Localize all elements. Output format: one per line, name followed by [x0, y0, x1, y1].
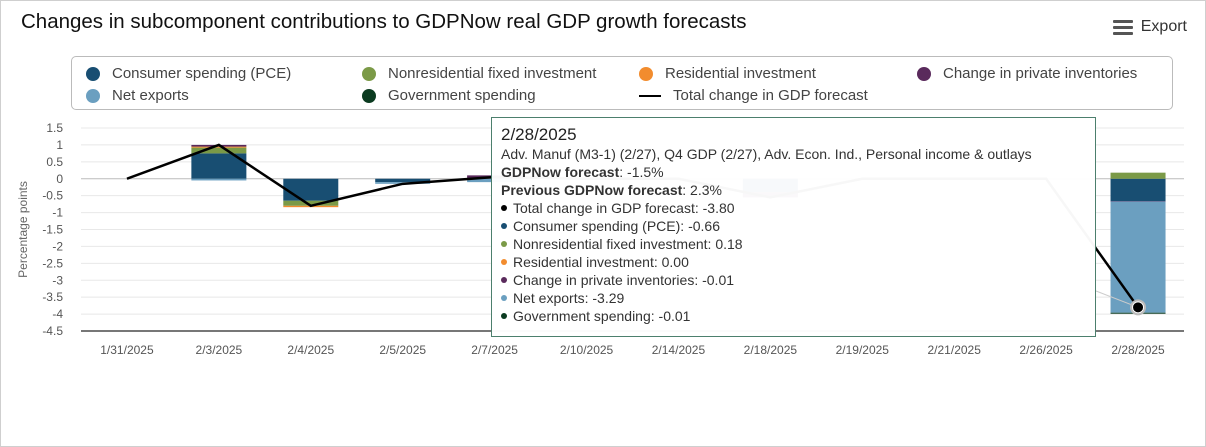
tooltip-item-gov: Government spending: -0.01 — [501, 307, 1086, 325]
bullet-icon — [501, 223, 507, 229]
x-tick-label: 2/7/2025 — [471, 343, 518, 357]
bar-pce — [283, 178, 339, 201]
circle-marker-icon — [362, 66, 376, 81]
x-tick-label: 2/28/2025 — [1111, 343, 1165, 357]
x-tick-label: 1/31/2025 — [100, 343, 154, 357]
legend-label: Net exports — [112, 87, 189, 104]
y-tick-label: -4 — [52, 307, 63, 321]
export-button[interactable]: Export — [1112, 18, 1187, 36]
tooltip-item-inv: Change in private inventories: -0.01 — [501, 271, 1086, 289]
tooltip-previous-forecast: Previous GDPNow forecast: 2.3% — [501, 182, 722, 198]
legend-label: Change in private inventories — [943, 65, 1138, 82]
tooltip-releases: Adv. Manuf (M3-1) (2/27), Q4 GDP (2/27),… — [501, 146, 1032, 162]
circle-marker-icon — [86, 88, 100, 103]
legend-item-gov[interactable]: Government spending — [362, 87, 536, 104]
bar-nonres — [283, 200, 339, 206]
circle-marker-icon — [639, 66, 653, 81]
y-axis-title: Percentage points — [16, 181, 30, 278]
tooltip-date: 2/28/2025 — [501, 125, 577, 144]
bullet-icon — [501, 295, 507, 301]
legend-label: Government spending — [388, 87, 536, 104]
bullet-icon — [501, 205, 507, 211]
bar-nx — [1110, 201, 1166, 313]
tooltip-item-text: Government spending: -0.01 — [513, 308, 691, 324]
y-tick-label: -1 — [52, 206, 63, 220]
bullet-icon — [501, 241, 507, 247]
tooltip-item-text: Nonresidential fixed investment: 0.18 — [513, 236, 743, 252]
legend-item-nx[interactable]: Net exports — [86, 87, 189, 104]
y-tick-label: -3 — [52, 273, 63, 287]
legend-item-total[interactable]: Total change in GDP forecast — [639, 87, 868, 104]
legend-item-res[interactable]: Residential investment — [639, 65, 816, 82]
legend-label: Residential investment — [665, 65, 816, 82]
export-label: Export — [1140, 18, 1187, 35]
tooltip: 2/28/2025 Adv. Manuf (M3-1) (2/27), Q4 G… — [491, 117, 1096, 337]
legend-label: Consumer spending (PCE) — [112, 65, 292, 82]
y-tick-label: -2.5 — [42, 256, 63, 270]
hamburger-menu-icon — [1112, 19, 1133, 35]
bar-nx — [191, 178, 247, 181]
y-tick-label: 1 — [56, 138, 63, 152]
legend-item-nonres[interactable]: Nonresidential fixed investment — [362, 65, 596, 82]
bar-pce — [375, 178, 431, 183]
x-tick-label: 2/5/2025 — [379, 343, 426, 357]
bullet-icon — [501, 313, 507, 319]
y-tick-label: 0.5 — [46, 155, 63, 169]
y-tick-label: -0.5 — [42, 189, 63, 203]
circle-marker-icon — [86, 66, 100, 81]
tooltip-item-text: Consumer spending (PCE): -0.66 — [513, 218, 720, 234]
tooltip-forecast: GDPNow forecast: -1.5% — [501, 164, 664, 180]
legend-label: Total change in GDP forecast — [673, 87, 868, 104]
x-tick-label: 2/21/2025 — [928, 343, 982, 357]
y-tick-label: -2 — [52, 239, 63, 253]
y-tick-label: 0 — [56, 172, 63, 186]
x-tick-label: 2/26/2025 — [1019, 343, 1073, 357]
x-tick-label: 2/18/2025 — [744, 343, 798, 357]
y-tick-label: -3.5 — [42, 290, 63, 304]
tooltip-item-text: Change in private inventories: -0.01 — [513, 272, 735, 288]
legend-item-pce[interactable]: Consumer spending (PCE) — [86, 65, 291, 82]
line-marker-icon — [639, 94, 661, 97]
x-tick-label: 2/4/2025 — [287, 343, 334, 357]
chart-title: Changes in subcomponent contributions to… — [21, 10, 747, 33]
x-tick-label: 2/3/2025 — [196, 343, 243, 357]
legend-item-inv[interactable]: Change in private inventories — [917, 65, 1137, 82]
circle-marker-icon — [362, 88, 376, 103]
bar-res — [191, 146, 247, 148]
y-tick-label: 1.5 — [46, 121, 63, 135]
bullet-icon — [501, 277, 507, 283]
hover-point-marker — [1132, 301, 1145, 314]
legend: Consumer spending (PCE) Nonresidential fi… — [71, 56, 1173, 110]
tooltip-item-res: Residential investment: 0.00 — [501, 253, 1086, 271]
x-tick-label: 2/10/2025 — [560, 343, 614, 357]
tooltip-item-nonres: Nonresidential fixed investment: 0.18 — [501, 235, 1086, 253]
bar-pce — [1110, 178, 1166, 202]
tooltip-item-text: Net exports: -3.29 — [513, 290, 625, 306]
tooltip-item-text: Residential investment: 0.00 — [513, 254, 689, 270]
circle-marker-icon — [917, 66, 931, 81]
tooltip-item-pce: Consumer spending (PCE): -0.66 — [501, 217, 1086, 235]
tooltip-item-nx: Net exports: -3.29 — [501, 289, 1086, 307]
y-tick-label: -1.5 — [42, 223, 63, 237]
tooltip-item-total: Total change in GDP forecast: -3.80 — [501, 199, 1086, 217]
x-tick-label: 2/14/2025 — [652, 343, 706, 357]
bullet-icon — [501, 259, 507, 265]
x-tick-label: 2/19/2025 — [836, 343, 890, 357]
y-tick-label: -4.5 — [42, 324, 63, 338]
bar-nonres — [1110, 172, 1166, 179]
bar-nonres — [191, 147, 247, 154]
legend-label: Nonresidential fixed investment — [388, 65, 597, 82]
tooltip-item-text: Total change in GDP forecast: -3.80 — [513, 200, 735, 216]
